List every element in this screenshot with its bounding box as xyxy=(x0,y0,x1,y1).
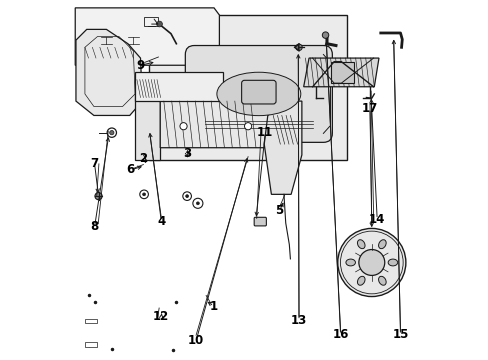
Circle shape xyxy=(192,198,203,208)
Circle shape xyxy=(142,193,145,196)
Ellipse shape xyxy=(378,276,386,285)
FancyBboxPatch shape xyxy=(85,319,97,323)
Circle shape xyxy=(183,192,191,201)
Circle shape xyxy=(185,195,188,198)
Text: 13: 13 xyxy=(290,314,306,327)
Text: 5: 5 xyxy=(275,204,283,217)
Ellipse shape xyxy=(345,259,355,266)
Text: 3: 3 xyxy=(183,147,191,160)
Text: 11: 11 xyxy=(257,126,273,139)
Text: 4: 4 xyxy=(157,215,165,228)
FancyBboxPatch shape xyxy=(241,80,276,104)
Polygon shape xyxy=(160,101,269,148)
Ellipse shape xyxy=(217,72,300,116)
Text: 10: 10 xyxy=(187,334,204,347)
Polygon shape xyxy=(264,101,301,194)
Circle shape xyxy=(244,123,251,130)
Text: 8: 8 xyxy=(90,220,99,233)
Text: 9: 9 xyxy=(136,59,144,72)
Polygon shape xyxy=(135,72,223,101)
Circle shape xyxy=(180,123,187,130)
Polygon shape xyxy=(303,58,378,87)
Text: 14: 14 xyxy=(368,213,385,226)
Circle shape xyxy=(107,128,116,137)
Ellipse shape xyxy=(357,240,365,249)
Ellipse shape xyxy=(387,259,397,266)
Circle shape xyxy=(358,249,384,275)
Text: 12: 12 xyxy=(153,310,169,324)
Circle shape xyxy=(196,202,199,205)
Text: 15: 15 xyxy=(391,328,408,341)
FancyBboxPatch shape xyxy=(254,217,266,226)
Ellipse shape xyxy=(357,276,365,285)
Text: 1: 1 xyxy=(209,300,218,313)
Circle shape xyxy=(156,21,162,27)
Circle shape xyxy=(337,228,405,297)
Text: 2: 2 xyxy=(139,152,147,165)
Polygon shape xyxy=(135,80,160,160)
Circle shape xyxy=(295,44,302,50)
Polygon shape xyxy=(75,8,219,65)
Circle shape xyxy=(322,32,328,39)
Polygon shape xyxy=(76,30,142,116)
FancyBboxPatch shape xyxy=(185,45,332,142)
Text: 16: 16 xyxy=(332,328,348,341)
Ellipse shape xyxy=(378,240,386,249)
Text: 17: 17 xyxy=(361,102,377,115)
Circle shape xyxy=(140,190,148,199)
FancyBboxPatch shape xyxy=(149,15,346,160)
Text: 6: 6 xyxy=(126,163,134,176)
Polygon shape xyxy=(330,62,353,83)
FancyBboxPatch shape xyxy=(85,342,97,347)
Circle shape xyxy=(95,193,102,200)
Circle shape xyxy=(109,131,114,135)
Text: 7: 7 xyxy=(90,157,99,170)
